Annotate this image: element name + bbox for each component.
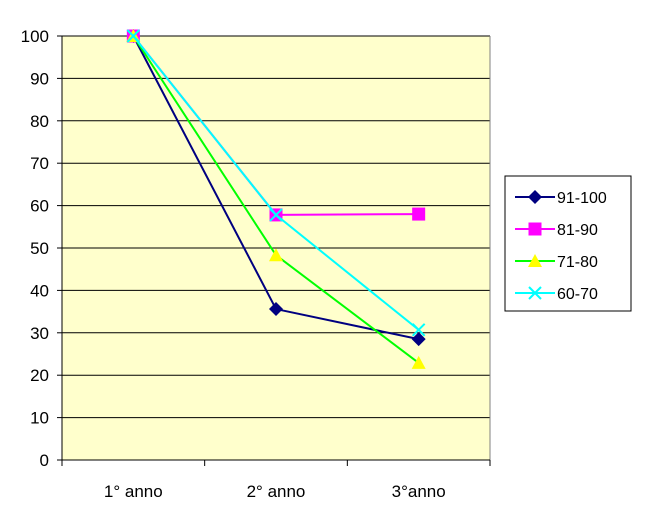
legend-marker bbox=[528, 286, 542, 300]
data-point-81-90 bbox=[412, 207, 426, 221]
series-group bbox=[126, 29, 426, 369]
legend-marker bbox=[528, 190, 542, 204]
legend-box bbox=[504, 175, 632, 312]
data-point-91-100 bbox=[269, 302, 283, 317]
x-tick-label: 2° anno bbox=[247, 482, 306, 501]
data-point-91-100 bbox=[411, 332, 426, 347]
y-tick-label: 50 bbox=[30, 239, 49, 258]
y-tick-label: 0 bbox=[40, 451, 49, 470]
y-tick-label: 30 bbox=[30, 324, 49, 343]
y-tick-label: 90 bbox=[30, 69, 49, 88]
y-tick-label: 70 bbox=[30, 154, 49, 173]
y-tick-label: 10 bbox=[30, 409, 49, 428]
y-tick-label: 100 bbox=[21, 27, 49, 46]
legend-marker bbox=[528, 254, 542, 267]
x-tick-label: 3°anno bbox=[392, 482, 446, 501]
y-tick-label: 20 bbox=[30, 366, 49, 385]
y-tick-label: 80 bbox=[30, 112, 49, 131]
x-tick-label: 1° anno bbox=[104, 482, 163, 501]
y-tick-label: 40 bbox=[30, 281, 49, 300]
data-point-60-70 bbox=[411, 323, 426, 337]
legend-label: 91-100 bbox=[557, 190, 607, 207]
data-point-60-70 bbox=[269, 208, 283, 222]
legend-marker bbox=[528, 222, 542, 236]
gridlines bbox=[62, 35, 491, 460]
y-tick-label: 60 bbox=[30, 197, 49, 216]
data-point-71-80 bbox=[411, 355, 426, 369]
legend-label: 60-70 bbox=[557, 286, 598, 303]
data-point-60-70 bbox=[126, 29, 141, 43]
data-point-71-80 bbox=[269, 248, 283, 262]
axes: 0 10 20 30 40 50 60 70 80 90 100 1° anno 2° anno 3°an… bbox=[21, 27, 491, 501]
legend-label: 81-90 bbox=[557, 222, 598, 239]
legend: 91-100 81-90 71-80 60-70 bbox=[504, 175, 632, 312]
legend-label: 71-80 bbox=[557, 254, 598, 271]
